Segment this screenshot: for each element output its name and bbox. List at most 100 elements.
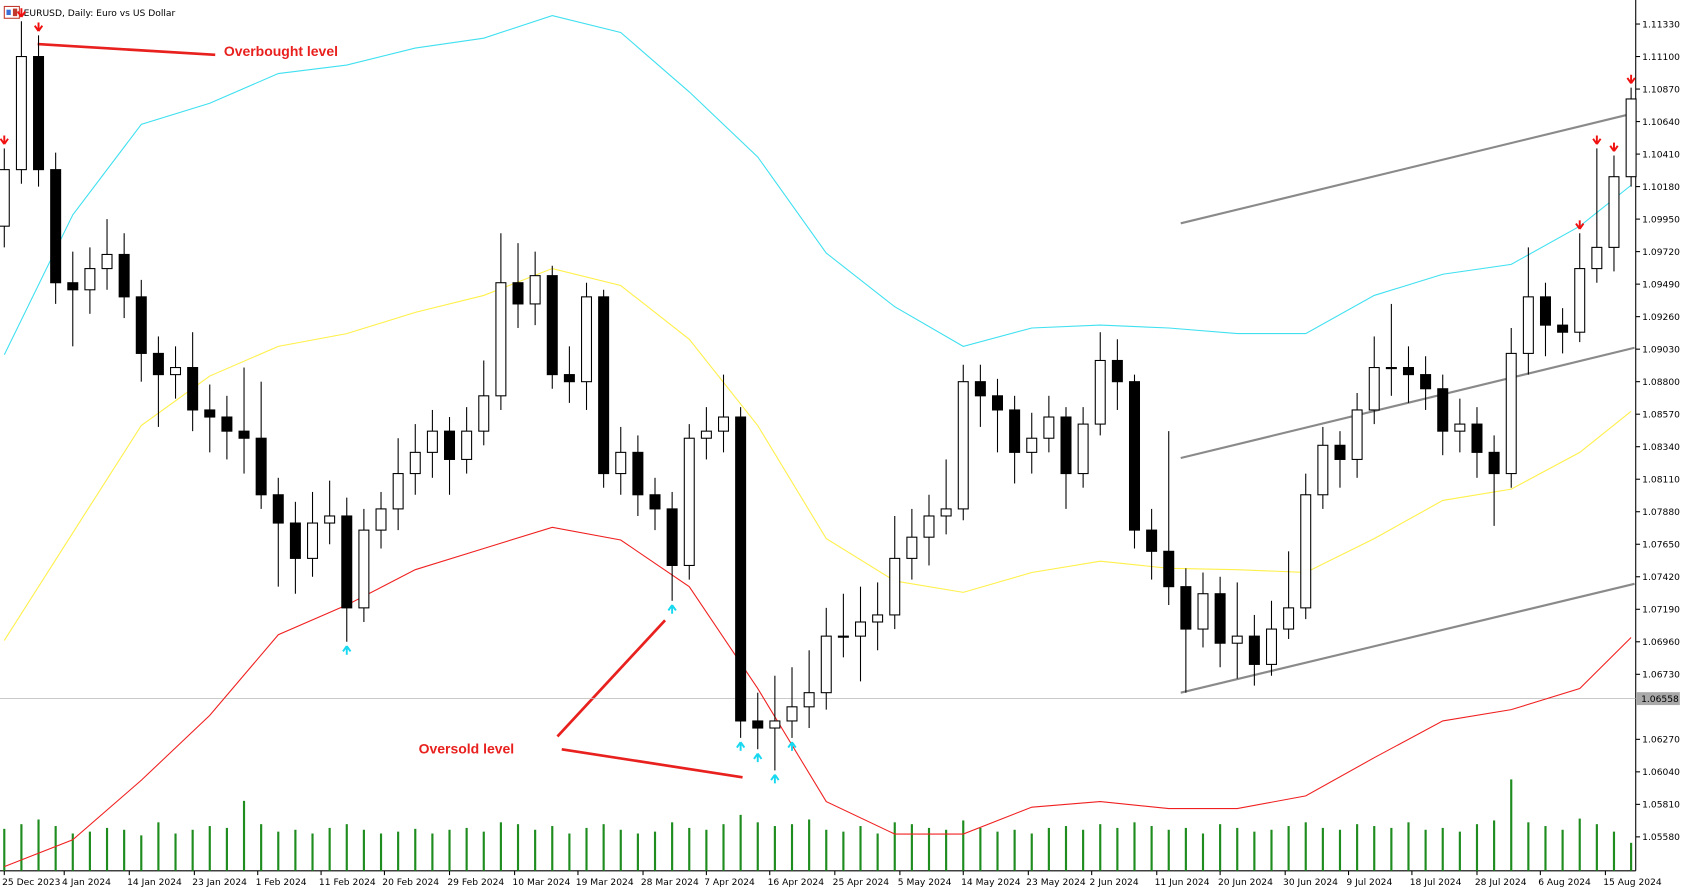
x-tick-label: 5 May 2024 [898,878,952,888]
volume-bar [482,831,485,871]
volume-bar [1287,826,1290,871]
candle-body [581,296,593,383]
volume-bar [157,822,160,871]
volume-bar [1544,826,1547,871]
candle-body [1368,367,1380,411]
price-label-box [1636,692,1680,706]
x-tick-label: 14 Jan 2024 [127,878,182,888]
volume-bar [345,824,348,871]
candle-body [478,395,490,432]
y-tick-label: 1.08570 [1642,410,1680,420]
volume-bar [362,829,365,871]
volume-bar [1150,826,1153,871]
candle-body [735,416,747,722]
volume-bar [20,824,23,871]
candle-body [1625,98,1637,178]
candle-body [84,268,96,291]
channel-line [1180,112,1635,225]
candle-body [615,451,627,475]
volume-bar [910,824,913,871]
volume-bar [1578,818,1581,871]
candle-body [1557,324,1569,333]
candle-body [1060,416,1072,475]
volume-bar [88,831,91,871]
y-tick-label: 1.06730 [1642,671,1680,681]
volume-bar [294,829,297,871]
candle-body [1334,444,1346,460]
volume-bar [499,822,502,871]
chart-icon-part [6,9,11,16]
x-tick-label: 10 Mar 2024 [512,878,570,888]
sell-arrow [33,22,44,32]
volume-bar [1236,827,1239,871]
candle-body [906,536,918,559]
volume-bar [1047,827,1050,871]
candle-body [358,529,370,609]
volume-bar [328,827,331,871]
volume-bar [996,831,999,871]
candle-body [1420,374,1432,390]
candle-body [1539,296,1551,326]
candle-body [1094,359,1106,425]
candle-body [854,621,867,637]
volume-bar [208,826,211,871]
candle-body [495,282,507,397]
candle-body [135,296,147,354]
volume-bar [688,827,691,871]
buy-arrow [342,645,352,655]
candle-body [598,296,610,475]
x-tick-label: 18 Jul 2024 [1410,878,1462,888]
volume-bar [945,829,948,871]
volume-bar [602,824,605,871]
candle-body [1283,607,1295,630]
candle-body [786,706,798,722]
volume-bar [876,833,879,871]
candle-body [187,367,199,411]
candle-body [15,56,27,171]
candle-body [649,494,661,510]
x-tick-label: 30 Jun 2024 [1283,878,1338,888]
candles [0,21,1637,771]
x-tick-label: 28 Mar 2024 [641,878,699,888]
y-tick-label: 1.05580 [1642,833,1680,843]
volume-bar [979,827,982,871]
y-tick-label: 1.10410 [1642,150,1680,160]
annotation-lines [37,42,743,779]
volume-bar [1253,831,1256,871]
candle-body [1591,246,1603,270]
candle-body [170,367,182,376]
volume-bar [1013,829,1016,871]
candle-body [255,437,267,496]
candle-body [1488,451,1500,475]
candle-body [1437,388,1449,432]
band-line [4,526,1632,868]
volume-bar [790,824,794,871]
volume-bar [893,822,896,871]
candle-body [718,416,730,432]
candle-body [1317,444,1329,496]
volume-bar [379,833,383,871]
candle-body [991,395,1004,411]
sell-arrow [1626,74,1636,84]
y-tick-label: 1.08340 [1642,443,1680,453]
candle-body [666,508,678,566]
x-tick-label: 25 Apr 2024 [833,878,890,888]
y-tick-label: 1.09950 [1642,215,1680,225]
chart-title: EURUSD, Daily: Euro vs US Dollar [24,9,176,19]
volume-bar [1321,827,1324,871]
candle-body [700,430,712,439]
volume-bar [1270,829,1273,871]
sell-arrow [1575,220,1585,230]
volume-bar [277,831,280,871]
buy-arrow [736,741,746,751]
volume-bar [516,824,520,871]
volume-bar [1184,827,1187,871]
volume-bar [619,829,622,871]
candle-body [923,515,935,538]
oversold-line [556,619,667,738]
volume-bar [37,819,40,871]
candle-body [1300,494,1312,609]
volume-bar [1612,831,1616,871]
volume-bar [448,829,451,871]
volume-bar [1407,822,1410,871]
